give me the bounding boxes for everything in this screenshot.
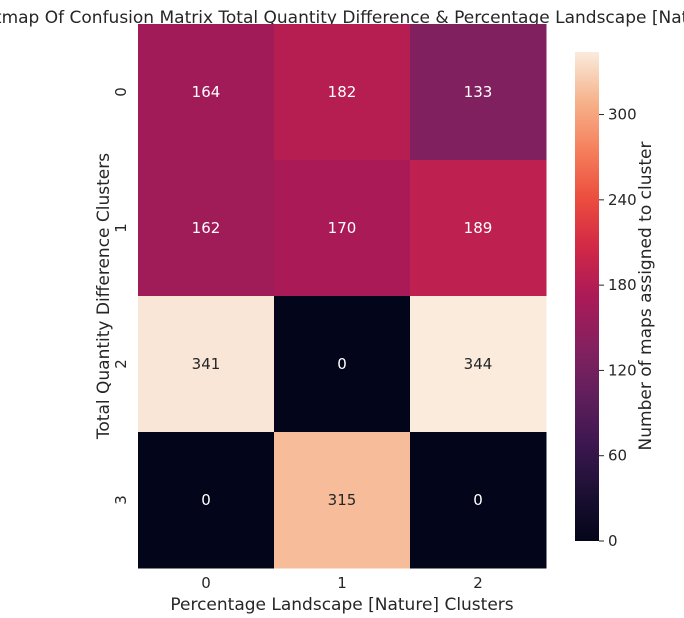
heatmap-cell-r1-c2 <box>410 160 547 297</box>
colorbar-tick-label: 240 <box>608 191 637 209</box>
heatmap-cell-r0-c1 <box>274 24 411 161</box>
heatmap-cell-r2-c0 <box>138 296 275 433</box>
cell-value-label: 0 <box>201 491 211 509</box>
y-tick-label: 1 <box>112 223 130 233</box>
cell-value-label: 344 <box>464 355 493 373</box>
cell-value-label: 315 <box>328 491 357 509</box>
x-axis-ticks: 0 1 2 <box>201 574 483 592</box>
heatmap-cell-r3-c1 <box>274 432 411 569</box>
cell-value-label: 133 <box>464 83 493 101</box>
cell-value-label: 164 <box>192 83 221 101</box>
chart-title: Heatmap Of Confusion Matrix Total Quanti… <box>0 8 684 28</box>
heatmap-cell-r2-c2 <box>410 296 547 433</box>
y-tick-label: 2 <box>112 359 130 369</box>
y-axis-ticks: 0 1 2 3 <box>112 87 130 505</box>
heatmap-cell-r3-c2 <box>410 432 547 569</box>
cell-value-label: 182 <box>328 83 357 101</box>
x-tick-label: 0 <box>201 574 211 592</box>
colorbar-tick-label: 120 <box>608 361 637 379</box>
cell-value-label: 0 <box>473 491 483 509</box>
x-axis-label: Percentage Landscape [Nature] Clusters <box>170 595 513 615</box>
heatmap-cell-r0-c2 <box>410 24 547 161</box>
cell-value-label: 341 <box>192 355 221 373</box>
heatmap-cell-r1-c0 <box>138 160 275 297</box>
y-tick-label: 0 <box>112 87 130 97</box>
heatmap-cell-r3-c0 <box>138 432 275 569</box>
colorbar-tick-label: 60 <box>608 447 627 465</box>
cell-value-label: 0 <box>337 355 347 373</box>
cell-value-label: 162 <box>192 219 221 237</box>
heatmap-cell-r0-c0 <box>138 24 275 161</box>
x-tick-label: 1 <box>337 574 347 592</box>
heatmap-cell-r1-c1 <box>274 160 411 297</box>
cell-value-label: 189 <box>464 219 493 237</box>
colorbar-tick-label: 300 <box>608 106 637 124</box>
x-tick-label: 2 <box>473 574 483 592</box>
heatmap-cell-labels: 164 182 133 162 170 189 341 0 344 0 315 0 <box>192 83 493 509</box>
y-axis-label: Total Quantity Difference Clusters <box>94 153 114 440</box>
y-tick-label: 3 <box>112 495 130 505</box>
heatmap-cells <box>138 24 547 569</box>
colorbar-ticks: 0 60 120 180 240 300 <box>599 106 637 550</box>
colorbar-tick-label: 0 <box>608 532 618 550</box>
colorbar-tick-label: 180 <box>608 276 637 294</box>
cell-value-label: 170 <box>328 219 357 237</box>
colorbar <box>575 52 599 541</box>
heatmap-cell-r2-c1 <box>274 296 411 433</box>
colorbar-label: Number of maps assigned to cluster <box>636 142 656 451</box>
